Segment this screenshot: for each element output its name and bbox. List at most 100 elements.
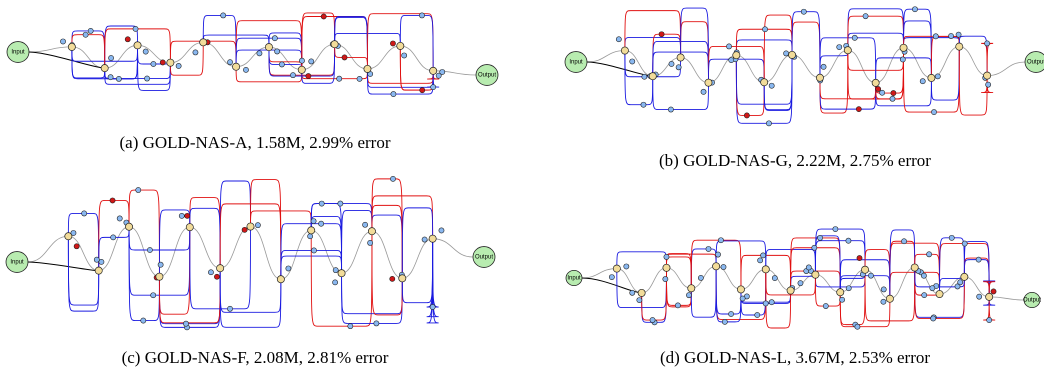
op-node — [854, 323, 861, 330]
edge — [432, 238, 474, 258]
edge — [735, 55, 765, 116]
edge — [715, 240, 767, 270]
op-node — [697, 275, 704, 281]
edge — [764, 54, 793, 83]
op-node — [615, 36, 622, 43]
output-label: Output — [478, 73, 496, 79]
op-node — [390, 91, 397, 97]
op-node — [175, 63, 182, 69]
edge — [819, 77, 877, 110]
op-node — [98, 258, 105, 265]
edge — [666, 267, 692, 306]
edge — [371, 214, 403, 279]
edge — [401, 238, 434, 304]
op-node — [675, 64, 682, 71]
op-node — [347, 323, 354, 330]
op-node — [332, 267, 339, 274]
edge — [814, 274, 841, 307]
cell-node — [133, 41, 142, 50]
op-node — [768, 82, 775, 89]
op-node — [930, 315, 937, 322]
edge — [763, 54, 793, 111]
edge — [616, 268, 642, 294]
op-node — [901, 238, 907, 245]
op-node — [311, 247, 317, 254]
op-node — [957, 279, 964, 286]
output-label: Output — [1027, 60, 1044, 66]
op-node — [629, 289, 636, 296]
edge — [690, 239, 742, 290]
edge — [402, 238, 433, 279]
edge — [765, 269, 792, 329]
op-node — [715, 251, 721, 258]
op-node — [214, 273, 220, 280]
input-label: Input — [11, 50, 25, 56]
cell-node — [648, 72, 657, 81]
cell-node — [363, 64, 372, 73]
op-node — [81, 210, 88, 217]
edge — [716, 265, 741, 290]
op-node — [318, 220, 325, 227]
op-node — [920, 272, 927, 279]
op-node — [435, 72, 442, 79]
cell-node — [337, 269, 346, 278]
edge — [715, 266, 742, 323]
op-node — [663, 254, 670, 260]
op-node — [285, 265, 292, 272]
edge — [68, 235, 99, 272]
edge — [964, 276, 990, 298]
op-node — [762, 300, 769, 307]
edge — [137, 45, 171, 91]
op-node — [851, 34, 858, 41]
op-node — [757, 257, 764, 264]
edge — [875, 77, 932, 107]
edge — [680, 57, 709, 84]
op-node — [668, 106, 674, 113]
cell-node — [732, 51, 741, 60]
op-node — [337, 200, 344, 207]
edge — [666, 253, 692, 289]
op-node — [875, 86, 882, 92]
op-node — [373, 320, 380, 327]
op-node — [299, 57, 305, 64]
cell-node — [861, 265, 870, 274]
op-node — [899, 56, 906, 63]
edge — [847, 49, 876, 84]
op-node — [278, 61, 285, 68]
input-node — [564, 51, 588, 73]
edge — [67, 236, 100, 312]
edge — [158, 227, 191, 315]
cell-node — [736, 285, 745, 294]
op-node — [845, 237, 852, 244]
op-node — [726, 43, 732, 50]
edge — [67, 212, 100, 271]
op-node — [60, 38, 66, 45]
edge — [847, 8, 904, 51]
op-node — [241, 226, 248, 233]
op-node — [608, 274, 615, 280]
cell-node — [836, 288, 845, 297]
op-node — [227, 59, 233, 66]
op-node — [919, 78, 926, 85]
op-node — [961, 240, 968, 247]
op-node — [332, 279, 339, 286]
op-node — [817, 235, 823, 241]
edge — [426, 238, 439, 318]
caption: (c) GOLD-NAS-F, 2.08M, 2.81% error — [122, 348, 389, 367]
output-node — [1024, 51, 1044, 73]
edge — [740, 268, 766, 290]
cell-node — [620, 46, 629, 55]
edge — [371, 204, 403, 279]
edge — [28, 46, 72, 53]
op-node — [227, 305, 233, 312]
op-node — [308, 58, 315, 65]
edge — [219, 180, 251, 269]
edge — [220, 226, 251, 269]
op-node — [686, 292, 692, 299]
edge — [931, 46, 960, 79]
op-node — [132, 25, 139, 32]
edge — [250, 226, 281, 280]
edge — [958, 46, 988, 116]
cell-node — [232, 62, 241, 71]
